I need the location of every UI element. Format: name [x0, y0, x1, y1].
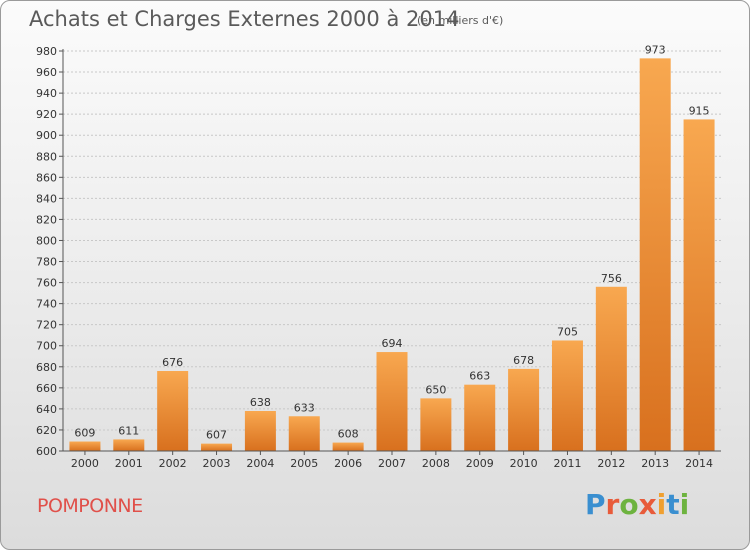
bar-2009 — [464, 384, 496, 451]
x-tick-label-2002: 2002 — [159, 457, 187, 470]
data-label-2011: 705 — [557, 325, 578, 338]
data-label-2005: 633 — [294, 401, 315, 414]
y-tick-label: 860 — [36, 171, 57, 184]
x-tick-label-2001: 2001 — [115, 457, 143, 470]
bar-2012 — [595, 286, 627, 451]
y-tick-label: 940 — [36, 87, 57, 100]
bars: 609 611 676 607 638 633 608 694 650 663 678 705 756 9… — [69, 43, 715, 452]
proxiti-logo[interactable]: Proxiti — [585, 488, 689, 521]
x-tick-label-2012: 2012 — [597, 457, 625, 470]
y-tick-label: 820 — [36, 213, 57, 226]
y-tick-label: 640 — [36, 403, 57, 416]
bar-2005 — [288, 416, 320, 451]
y-axis-ticks: 600 620 640 660 680 700 720 740 760 780 800 820 840 8… — [36, 45, 63, 458]
data-label-2004: 638 — [250, 396, 271, 409]
data-label-2002: 676 — [162, 356, 183, 369]
bar-2011 — [551, 340, 583, 451]
y-tick-label: 960 — [36, 66, 57, 79]
bar-2008 — [420, 398, 452, 451]
y-tick-label: 920 — [36, 108, 57, 121]
data-label-2013: 973 — [645, 43, 666, 56]
bar-2013 — [639, 58, 671, 452]
logo-letter: i — [656, 488, 667, 521]
data-label-2008: 650 — [425, 383, 446, 396]
x-tick-label-2006: 2006 — [334, 457, 362, 470]
y-tick-label: 980 — [36, 45, 57, 58]
x-tick-label-2000: 2000 — [71, 457, 99, 470]
bar-2001 — [113, 439, 145, 451]
data-label-2006: 608 — [338, 428, 359, 441]
data-label-2009: 663 — [469, 370, 490, 383]
y-tick-label: 880 — [36, 150, 57, 163]
bar-2007 — [376, 352, 408, 451]
x-tick-label-2008: 2008 — [422, 457, 450, 470]
x-tick-label-2007: 2007 — [378, 457, 406, 470]
y-tick-label: 720 — [36, 319, 57, 332]
logo-letter: o — [619, 488, 639, 521]
y-tick-label: 780 — [36, 256, 57, 269]
x-tick-label-2003: 2003 — [203, 457, 231, 470]
x-tick-label-2010: 2010 — [510, 457, 538, 470]
chart-title: Achats et Charges Externes 2000 à 2014 — [29, 7, 460, 31]
logo-letter: i — [679, 488, 690, 521]
data-label-2001: 611 — [118, 424, 139, 437]
logo-letter: t — [666, 488, 680, 521]
y-tick-label: 600 — [36, 445, 57, 458]
y-tick-label: 700 — [36, 340, 57, 353]
x-tick-label-2009: 2009 — [466, 457, 494, 470]
x-tick-label-2011: 2011 — [553, 457, 581, 470]
x-tick-label-2014: 2014 — [685, 457, 713, 470]
y-tick-label: 740 — [36, 298, 57, 311]
y-tick-label: 900 — [36, 129, 57, 142]
bar-2003 — [201, 443, 233, 451]
data-label-2007: 694 — [382, 337, 403, 350]
logo-letter: r — [605, 488, 620, 521]
y-tick-label: 620 — [36, 424, 57, 437]
x-tick-label-2013: 2013 — [641, 457, 669, 470]
data-label-2000: 609 — [74, 427, 95, 440]
bar-2002 — [157, 371, 189, 451]
data-label-2003: 607 — [206, 429, 227, 442]
y-tick-label: 760 — [36, 277, 57, 290]
y-tick-label: 800 — [36, 234, 57, 247]
y-tick-label: 680 — [36, 361, 57, 374]
data-label-2012: 756 — [601, 272, 622, 285]
data-label-2014: 915 — [689, 104, 710, 117]
bar-2000 — [69, 441, 101, 451]
chart-subtitle: (en milliers d'€) — [417, 14, 504, 27]
bar-2014 — [683, 119, 715, 451]
y-tick-label: 660 — [36, 382, 57, 395]
logo-letter: x — [638, 488, 657, 521]
city-name: POMPONNE — [37, 495, 143, 517]
data-label-2010: 678 — [513, 354, 534, 367]
x-tick-label-2005: 2005 — [290, 457, 318, 470]
logo-letter: P — [585, 488, 606, 521]
x-axis-ticks: 2000 2001 2002 2003 2004 2005 2006 2007 2008 2009… — [71, 451, 713, 470]
bar-2004 — [244, 411, 276, 451]
bar-2010 — [508, 368, 540, 451]
x-tick-label-2004: 2004 — [246, 457, 274, 470]
y-tick-label: 840 — [36, 192, 57, 205]
bar-2006 — [332, 442, 364, 451]
